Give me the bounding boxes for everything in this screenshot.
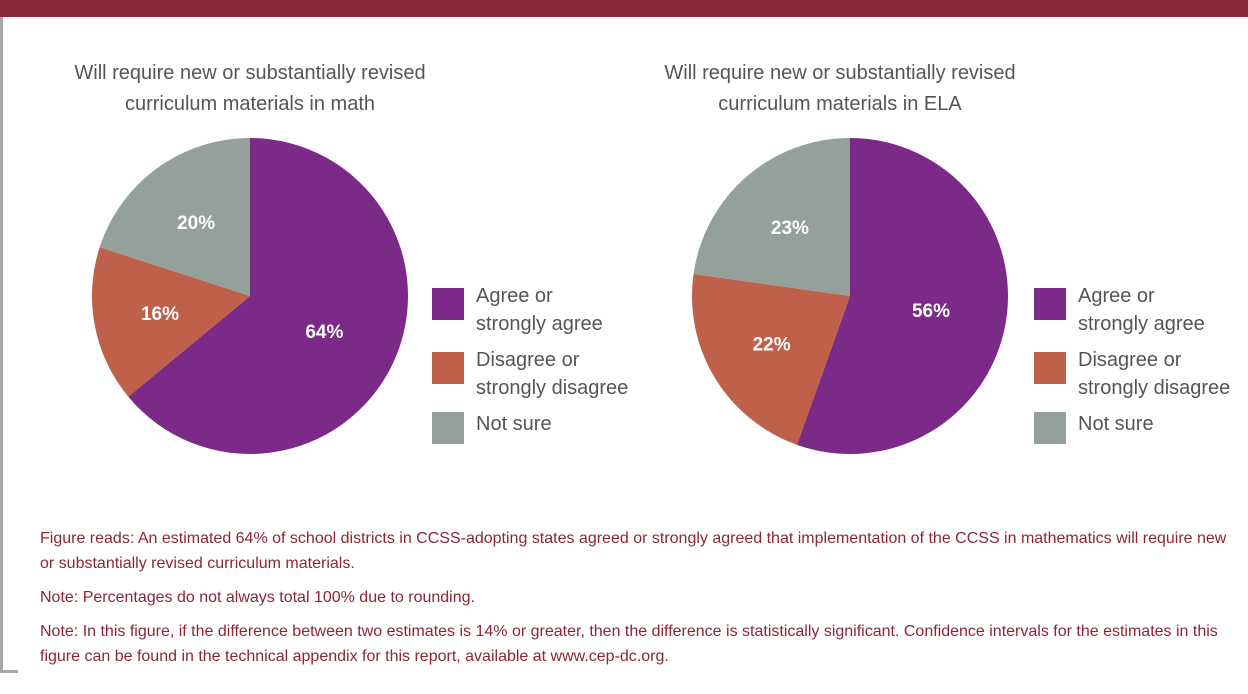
legend-item-disagree: Disagree or strongly disagree [432,346,652,402]
math-slice-not-sure [99,138,251,296]
legend-label-not-sure: Not sure [1078,413,1154,435]
math-label-agree: 64% [305,322,343,343]
math-legend: Agree or strongly agree Disagree or stro… [432,282,652,446]
math-slice-agree [128,138,408,454]
math-chart-panel: Will require new or substantially revise… [40,58,640,458]
legend-label-agree-line1: Agree or [476,285,553,307]
ela-pie-chart: 56% 22% 23% [692,138,1008,454]
math-chart-title: Will require new or substantially revise… [74,62,426,115]
legend-label-disagree-line2: strongly disagree [476,377,629,399]
legend-swatch-agree [432,288,464,320]
left-border-rule [0,17,3,672]
legend-item-not-sure: Not sure [1034,410,1248,444]
ela-label-agree: 56% [912,301,950,322]
legend-label-not-sure: Not sure [476,413,552,435]
legend-label-agree-line2: strongly agree [476,313,603,335]
math-label-not-sure: 20% [177,213,215,234]
legend-item-agree: Agree or strongly agree [1034,282,1248,338]
legend-label-agree-line1: Agree or [1078,285,1155,307]
legend-swatch-disagree [1034,352,1066,384]
significance-note: Note: In this figure, if the difference … [40,623,1218,665]
legend-swatch-not-sure [432,412,464,444]
legend-label-disagree-line1: Disagree or [476,349,580,371]
legend-item-not-sure: Not sure [432,410,652,444]
legend-swatch-not-sure [1034,412,1066,444]
legend-label-disagree-line2: strongly disagree [1078,377,1231,399]
legend-swatch-disagree [432,352,464,384]
legend-label-disagree-line1: Disagree or [1078,349,1182,371]
legend-label-agree-line2: strongly agree [1078,313,1205,335]
figure-notes: Figure reads: An estimated 64% of school… [40,526,1230,678]
ela-label-not-sure: 23% [771,218,809,239]
ela-slice-not-sure [693,138,850,296]
header-bar [0,0,1248,17]
ela-chart-title: Will require new or substantially revise… [664,62,1016,115]
math-pie-chart: 64% 16% 20% [92,138,408,454]
legend-item-disagree: Disagree or strongly disagree [1034,346,1248,402]
math-slice-disagree [92,247,250,397]
ela-slice-agree [796,138,1008,454]
ela-chart-panel: Will require new or substantially revise… [600,58,1230,458]
legend-swatch-agree [1034,288,1066,320]
math-label-disagree: 16% [141,304,179,325]
rounding-note: Note: Percentages do not always total 10… [40,589,475,606]
bottom-border-rule [0,670,18,673]
ela-legend: Agree or strongly agree Disagree or stro… [1034,282,1248,446]
ela-slice-disagree [692,273,850,445]
legend-item-agree: Agree or strongly agree [432,282,652,338]
ela-label-disagree: 22% [753,334,791,355]
figure-reads-note: Figure reads: An estimated 64% of school… [40,530,1227,572]
